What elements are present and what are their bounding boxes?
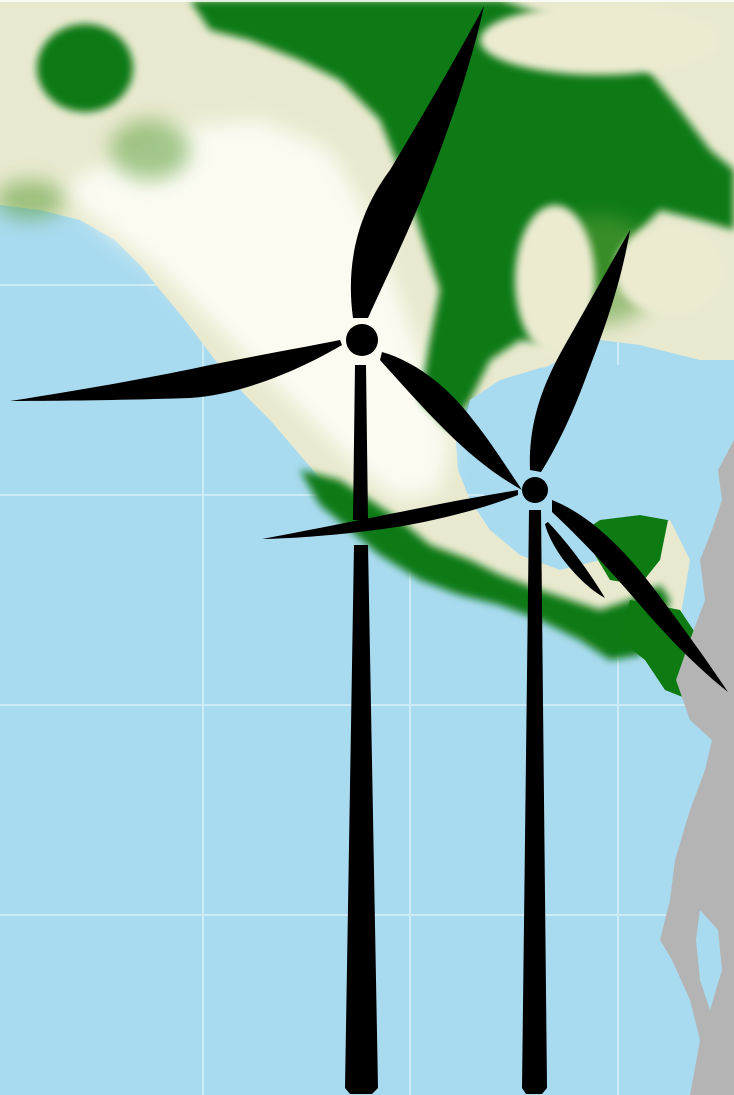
left-turbine-blade-right — [380, 352, 522, 490]
right-turbine — [262, 230, 728, 1094]
right-turbine-blade-up — [529, 230, 630, 472]
left-turbine-upper-mast — [353, 365, 368, 520]
right-turbine-blade-right — [552, 500, 728, 692]
left-turbine-blade-up — [350, 6, 484, 318]
left-turbine — [10, 6, 522, 1094]
right-turbine-blade-left — [262, 490, 518, 539]
left-turbine-tower — [345, 545, 378, 1094]
right-turbine-blade-inner — [545, 522, 605, 598]
clearings — [480, 5, 725, 355]
left-turbine-blade-left — [10, 340, 342, 401]
right-turbine-hub — [522, 477, 548, 503]
desert-region — [60, 120, 450, 500]
unmapped-land-lake — [696, 910, 722, 1010]
right-turbine-tower — [522, 510, 547, 1094]
left-turbine-hub — [346, 324, 378, 356]
